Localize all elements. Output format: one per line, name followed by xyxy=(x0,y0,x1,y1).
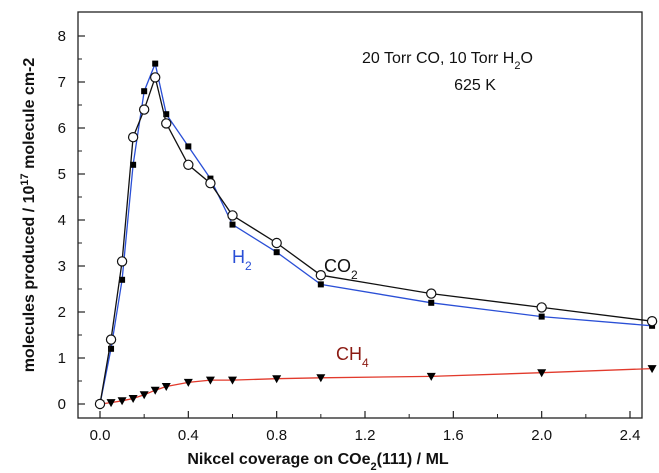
x-tick-label: 0.8 xyxy=(266,427,287,444)
annotations: 20 Torr CO, 10 Torr H2O 625 K xyxy=(362,50,533,94)
x-tick-label: 0.0 xyxy=(90,427,111,444)
series-label-h2: H2 xyxy=(232,247,252,273)
axes: 0 1 2 3 4 5 6 7 8 0.0 0.4 0.8 1.2 1.6 2.0 2.4 xyxy=(58,11,643,444)
condition-annotation: 20 Torr CO, 10 Torr H2O xyxy=(362,50,533,72)
y-tick-label: 1 xyxy=(58,350,66,367)
co2-point xyxy=(116,256,128,267)
ch4-point xyxy=(426,372,436,381)
ch4-point xyxy=(117,397,127,406)
ch4-point xyxy=(272,375,282,384)
h2-point xyxy=(229,221,236,228)
x-tick-label: 2.0 xyxy=(531,427,552,444)
ch4-point xyxy=(128,394,138,403)
x-tick-label: 1.2 xyxy=(355,427,376,444)
co2-point xyxy=(138,104,150,115)
h2-point xyxy=(185,143,192,150)
ch4-point xyxy=(161,383,171,392)
h2-point xyxy=(317,281,324,288)
series-h2 xyxy=(97,60,656,407)
ch4-point xyxy=(316,374,326,383)
h2-point xyxy=(119,276,126,283)
co2-point xyxy=(205,177,216,189)
y-axis-label: molecules produced / 1017 molecule cm-2 xyxy=(19,58,38,373)
h2-point xyxy=(152,60,159,67)
co2-point xyxy=(227,210,238,221)
h2-point xyxy=(108,345,115,352)
h2-point xyxy=(538,313,545,320)
axis-labels: Nikcel coverage on COe2(111) / ML molecu… xyxy=(19,58,449,473)
x-tick-label: 0.4 xyxy=(178,427,199,444)
y-tick-label: 2 xyxy=(58,304,66,321)
temperature-annotation: 625 K xyxy=(454,77,496,94)
y-tick-label: 5 xyxy=(58,166,66,183)
y-tick-label: 0 xyxy=(58,396,66,413)
y-tick-label: 7 xyxy=(58,74,66,91)
y-tick-label: 8 xyxy=(58,28,66,45)
x-tick-label: 1.6 xyxy=(443,427,464,444)
co2-point xyxy=(183,159,194,170)
y-tick-label: 3 xyxy=(58,258,66,275)
series-label-ch4: CH4 xyxy=(336,344,369,370)
co2-point xyxy=(105,334,117,345)
co2-point xyxy=(161,118,172,129)
series-ch4 xyxy=(95,365,657,409)
co2-point xyxy=(536,302,547,313)
h2-point xyxy=(273,249,280,256)
h2-point xyxy=(141,88,148,95)
series-layer: CH4 H2 CO2 xyxy=(94,60,658,410)
series-ch4-line xyxy=(99,367,653,405)
co2-point xyxy=(150,72,161,83)
ch4-point xyxy=(183,378,193,387)
plot-frame xyxy=(77,11,643,419)
h2-point xyxy=(163,111,170,118)
co2-point xyxy=(127,131,139,143)
co2-point xyxy=(315,270,327,281)
co2-point xyxy=(94,398,106,410)
series-h2-line xyxy=(99,61,653,405)
series-co2 xyxy=(94,72,658,410)
ch4-point xyxy=(106,399,116,408)
ch4-point xyxy=(228,376,237,385)
x-axis-label: Nikcel coverage on COe2(111) / ML xyxy=(187,451,449,473)
co2-point xyxy=(646,316,658,327)
series-label-co2: CO2 xyxy=(324,256,358,282)
ch4-point xyxy=(647,365,657,374)
ch4-point xyxy=(139,391,149,400)
ch4-point xyxy=(205,376,215,385)
x-tick-label: 2.4 xyxy=(620,427,641,444)
y-tick-label: 4 xyxy=(58,212,66,229)
co2-point xyxy=(426,288,437,299)
series-co2-line xyxy=(99,75,653,405)
ch4-point xyxy=(150,386,160,395)
h2-point xyxy=(428,299,435,306)
co2-point xyxy=(271,237,282,249)
h2-point xyxy=(130,161,137,168)
y-tick-label: 6 xyxy=(58,120,66,137)
ch4-point xyxy=(537,369,547,378)
